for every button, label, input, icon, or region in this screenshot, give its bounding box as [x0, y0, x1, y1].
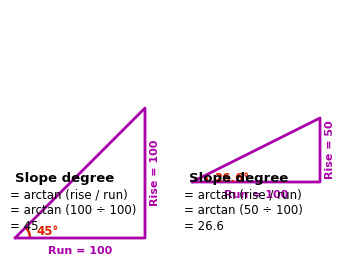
Text: = arctan (rise / run): = arctan (rise / run) [10, 188, 128, 201]
Text: Rise = 100: Rise = 100 [150, 140, 160, 206]
Text: Slope degree: Slope degree [15, 172, 115, 185]
Text: = arctan (100 ÷ 100): = arctan (100 ÷ 100) [10, 204, 136, 217]
Text: 26.6°: 26.6° [214, 172, 249, 184]
Text: Run = 100: Run = 100 [48, 246, 112, 256]
Text: = 45: = 45 [10, 220, 38, 233]
Text: 45°: 45° [36, 225, 59, 238]
Text: Rise = 50: Rise = 50 [325, 121, 335, 179]
Text: Slope degree: Slope degree [189, 172, 289, 185]
Text: = 26.6: = 26.6 [184, 220, 224, 233]
Text: = arctan (rise / run): = arctan (rise / run) [184, 188, 302, 201]
Text: Run = 100: Run = 100 [224, 190, 288, 200]
Text: = arctan (50 ÷ 100): = arctan (50 ÷ 100) [184, 204, 303, 217]
